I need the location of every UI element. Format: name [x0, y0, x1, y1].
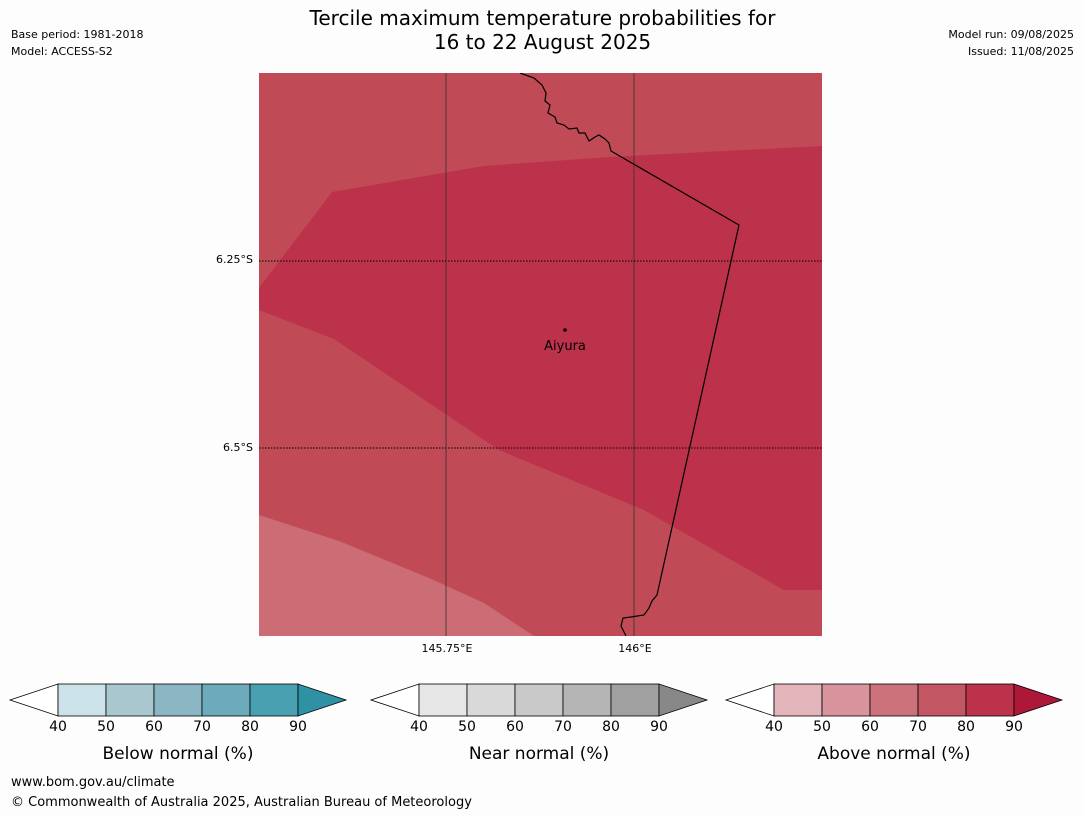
legend-below-normal: 40 50 60 70 80 90 Below normal (%): [8, 683, 350, 774]
model-run-text: Model run: 09/08/2025: [948, 28, 1074, 41]
colorbar-above-bin-60: [869, 683, 919, 717]
colorbar-near-under: [369, 683, 420, 717]
colorbar-above: [724, 683, 1064, 717]
colorbar-near-tick: 90: [650, 719, 668, 735]
aiyura-label: Aiyura: [544, 339, 586, 354]
border-line: [519, 73, 740, 636]
legend-above-normal: 40 50 60 70 80 90 Above normal (%): [724, 683, 1066, 774]
colorbar-below-tick: 50: [97, 719, 115, 735]
lat-label-6-5: 6.5°S: [223, 441, 253, 454]
footer-copyright: © Commonwealth of Australia 2025, Austra…: [11, 795, 472, 810]
colorbar-above-tick: 40: [765, 719, 783, 735]
model-text: Model: ACCESS-S2: [11, 45, 113, 58]
colorbar-below-under: [8, 683, 59, 717]
colorbar-below-title: Below normal (%): [102, 744, 254, 764]
issued-text: Issued: 11/08/2025: [967, 45, 1074, 58]
lon-label-145-75: 145.75°E: [421, 642, 473, 655]
colorbar-above-tick: 80: [957, 719, 975, 735]
base-period-text: Base period: 1981-2018: [11, 28, 144, 41]
footer-url[interactable]: www.bom.gov.au/climate: [11, 775, 175, 790]
colorbar-near-tick: 70: [554, 719, 572, 735]
colorbar-near-bin-70: [562, 683, 612, 717]
page-title: Tercile maximum temperature probabilitie…: [0, 6, 1085, 54]
map-region-dark: [259, 146, 822, 590]
colorbar-below-bin-70: [201, 683, 251, 717]
legend-near-normal: 40 50 60 70 80 90 Near normal (%): [369, 683, 711, 774]
colorbar-below-tick: 60: [145, 719, 163, 735]
colorbar-near-tick: 60: [506, 719, 524, 735]
lon-label-146: 146°E: [618, 642, 652, 655]
colorbar-below-tick: 80: [241, 719, 259, 735]
colorbar-near-tick: 50: [458, 719, 476, 735]
colorbar-above-over: [1013, 683, 1064, 717]
aiyura-marker: [563, 328, 567, 332]
probability-map: Aiyura: [259, 73, 822, 636]
colorbar-above-title: Above normal (%): [817, 744, 971, 764]
colorbar-below-over: [297, 683, 348, 717]
lat-label-6-25: 6.25°S: [216, 253, 253, 266]
colorbar-near-bin-80: [610, 683, 660, 717]
colorbar-near-tick: 40: [410, 719, 428, 735]
colorbar-below-bin-80: [249, 683, 299, 717]
colorbar-above-bin-70: [917, 683, 967, 717]
colorbar-above-bin-40: [773, 683, 823, 717]
colorbar-near-title: Near normal (%): [468, 744, 610, 764]
colorbar-above-bin-50: [821, 683, 871, 717]
colorbar-below-bin-60: [153, 683, 203, 717]
map-region-light: [259, 515, 534, 636]
colorbar-above-tick: 70: [909, 719, 927, 735]
colorbar-below-tick: 70: [193, 719, 211, 735]
colorbar-above-bin-80: [965, 683, 1015, 717]
title-line-1: Tercile maximum temperature probabilitie…: [309, 6, 776, 30]
colorbar-below-bin-40: [57, 683, 107, 717]
colorbar-near-tick: 80: [602, 719, 620, 735]
colorbar-below-bin-50: [105, 683, 155, 717]
colorbar-near-bin-50: [466, 683, 516, 717]
colorbar-above-tick: 50: [813, 719, 831, 735]
colorbar-above-under: [724, 683, 775, 717]
colorbar-near-bin-60: [514, 683, 564, 717]
colorbar-below: [8, 683, 348, 717]
title-line-2: 16 to 22 August 2025: [433, 30, 652, 54]
colorbar-above-tick: 60: [861, 719, 879, 735]
colorbar-below-tick: 90: [289, 719, 307, 735]
colorbar-near-over: [658, 683, 709, 717]
colorbar-near: [369, 683, 709, 717]
colorbar-near-bin-40: [418, 683, 468, 717]
colorbar-above-tick: 90: [1005, 719, 1023, 735]
colorbar-below-tick: 40: [49, 719, 67, 735]
